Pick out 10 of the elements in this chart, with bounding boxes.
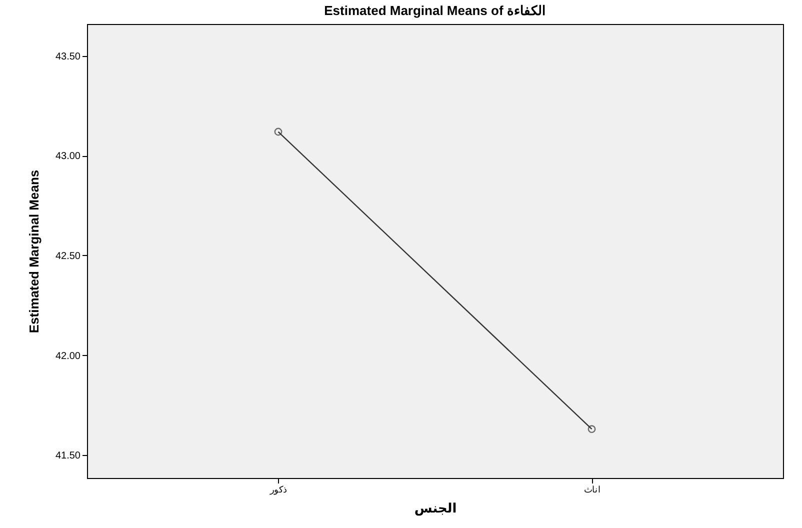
- chart-title: Estimated Marginal Means of الكفاءة: [324, 3, 546, 18]
- y-tick-label: 43.50: [55, 51, 81, 62]
- y-tick-label: 42.50: [55, 250, 81, 262]
- x-axis-title: الجنس: [414, 502, 457, 516]
- y-tick-label: 43.00: [55, 151, 81, 162]
- y-axis-title: Estimated Marginal Means: [26, 170, 42, 334]
- y-tick-label: 41.50: [55, 450, 81, 462]
- y-tick-label: 42.00: [55, 350, 81, 362]
- x-tick-label: ذكور: [269, 484, 288, 496]
- x-tick-label: اناث: [584, 484, 601, 494]
